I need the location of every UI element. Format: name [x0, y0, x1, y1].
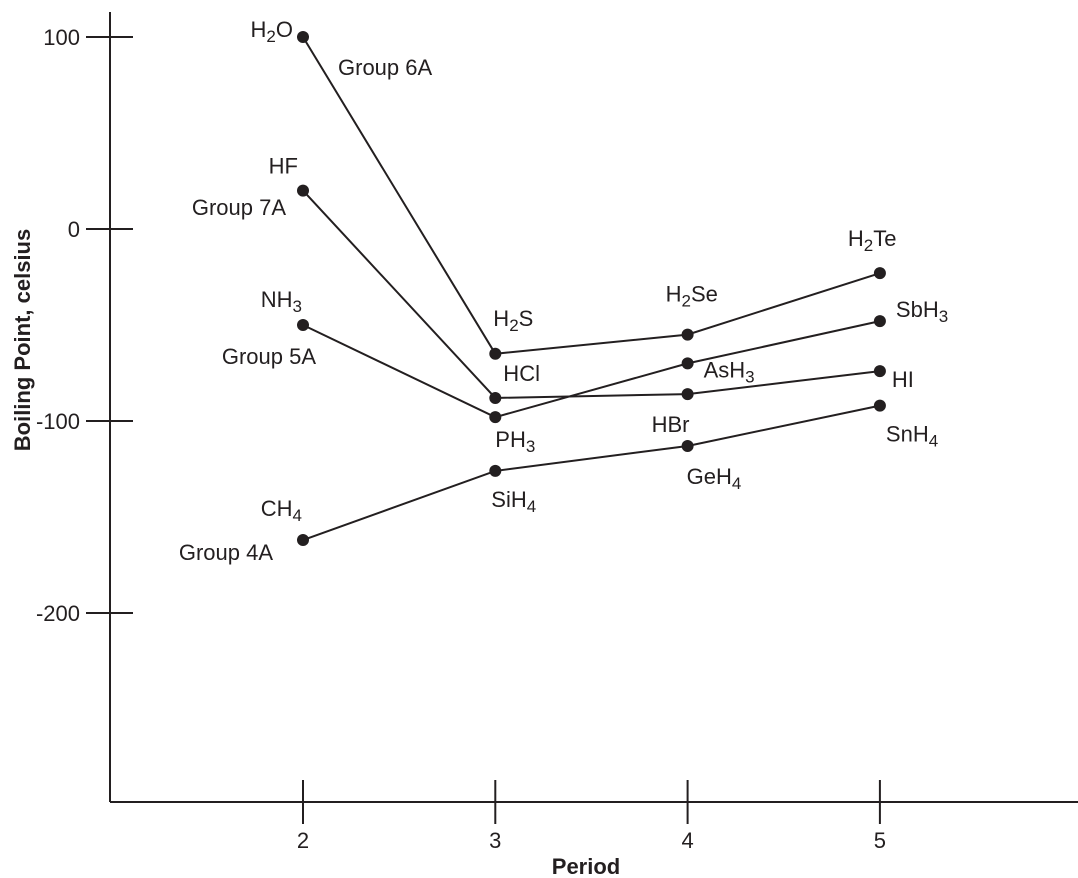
data-point: [297, 31, 309, 43]
data-point: [873, 315, 886, 328]
series-line: [302, 36, 881, 355]
x-tick-label: 4: [681, 828, 693, 853]
series-line: [302, 189, 881, 399]
point-label: GeH4: [687, 464, 742, 493]
data-point: [681, 388, 694, 401]
data-point: [297, 319, 309, 331]
series-lines: [302, 36, 881, 541]
data-point: [681, 357, 694, 370]
x-tick-label: 3: [489, 828, 501, 853]
x-tick-label: 2: [297, 828, 309, 853]
point-labels: H2O H2S H2Se H2Te HF HCl HBr HI NH3 PH3 AsH3 SbH3 CH…: [251, 17, 949, 525]
point-label: H2Se: [666, 282, 718, 311]
point-label: HI: [892, 367, 914, 392]
point-label: SbH3: [896, 297, 948, 326]
point-label: SiH4: [491, 487, 536, 516]
axes: 100 0 -100 -200 2 3 4 5 Boiling Point, celsius…: [10, 12, 1078, 878]
point-label: HCl: [503, 361, 540, 386]
data-point: [873, 365, 886, 378]
data-point: [489, 391, 502, 404]
data-point: [489, 464, 502, 477]
y-tick-label: -200: [36, 601, 80, 626]
series-labels: Group 6A Group 7A Group 5A Group 4A: [179, 55, 433, 565]
data-point: [489, 411, 502, 424]
data-point: [873, 399, 886, 412]
point-label: H2S: [493, 306, 533, 335]
y-tick-label: 0: [68, 217, 80, 242]
series-label: Group 7A: [192, 195, 286, 220]
point-label: PH3: [495, 427, 535, 456]
data-point: [297, 534, 309, 547]
x-tick-label: 5: [874, 828, 886, 853]
x-axis-title: Period: [552, 854, 620, 878]
point-label: AsH3: [704, 357, 755, 386]
data-point: [873, 267, 886, 280]
data-point: [489, 347, 502, 360]
x-ticks: 2 3 4 5: [297, 780, 886, 853]
y-tick-label: 100: [43, 25, 80, 50]
series-label: Group 4A: [179, 540, 273, 565]
series-line: [302, 320, 881, 419]
point-label: HF: [269, 154, 298, 179]
series-label: Group 5A: [222, 344, 316, 369]
y-tick-label: -100: [36, 409, 80, 434]
point-label: SnH4: [886, 422, 938, 451]
point-label: H2Te: [848, 226, 897, 255]
series-line: [302, 404, 881, 541]
point-label: CH4: [261, 496, 302, 525]
point-label: NH3: [261, 287, 302, 316]
data-point: [681, 439, 694, 452]
point-label: HBr: [652, 412, 690, 437]
y-ticks: 100 0 -100 -200: [36, 25, 133, 626]
point-label: H2O: [251, 17, 293, 46]
y-axis-title: Boiling Point, celsius: [10, 229, 35, 451]
data-points: [297, 31, 886, 547]
data-point: [681, 328, 694, 341]
series-label: Group 6A: [338, 55, 432, 80]
data-point: [297, 184, 309, 197]
